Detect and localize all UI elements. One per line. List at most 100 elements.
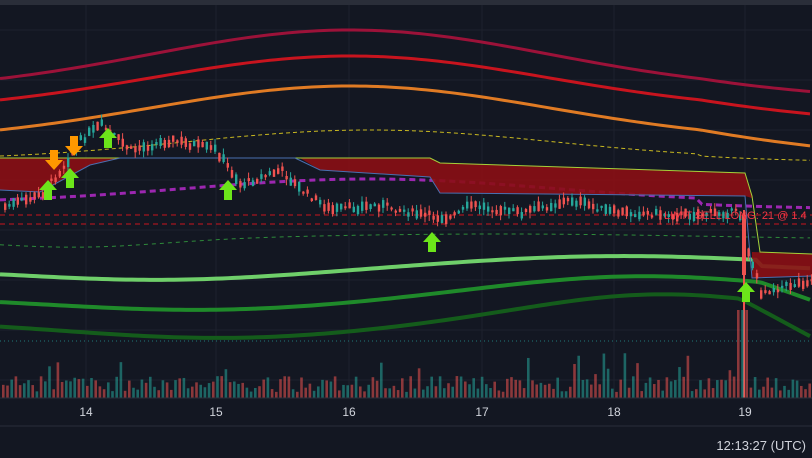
cloud-edge-top — [0, 157, 812, 255]
buy-arrow-icon — [39, 180, 57, 200]
volume-bar — [262, 379, 265, 398]
candle-body — [8, 204, 11, 207]
volume-bar — [556, 377, 559, 398]
volume-bar — [430, 376, 433, 398]
candle-body — [41, 192, 45, 198]
candle-body — [251, 180, 255, 186]
candle-body — [453, 212, 456, 216]
volume-bar — [258, 386, 261, 398]
volume-bar — [800, 385, 803, 398]
candle-body — [197, 139, 200, 148]
candle-body — [482, 202, 486, 210]
candle-body — [163, 140, 166, 148]
volume-bar — [199, 384, 202, 398]
volume-bar — [732, 376, 736, 398]
volume-bar — [73, 377, 76, 398]
buy-arrow-icon — [61, 168, 79, 188]
time-axis-tick-18: 18 — [607, 405, 621, 419]
candle-body — [545, 207, 549, 211]
volume-bar — [65, 380, 68, 398]
candle-body — [340, 203, 343, 210]
volume-bar — [35, 391, 39, 398]
volume-bar — [510, 377, 513, 398]
volume-bar — [598, 384, 601, 398]
candle-body — [415, 210, 418, 219]
candle-body — [264, 174, 267, 178]
volume-bar — [228, 382, 232, 398]
volume-bar — [153, 386, 156, 398]
volume-bar — [506, 378, 509, 398]
volume-bar — [136, 389, 139, 398]
lower-band-darkgreen — [0, 292, 811, 340]
candle-body — [104, 127, 108, 131]
candle-body — [470, 201, 473, 209]
volume-bar — [539, 382, 543, 398]
spike-candle-body — [742, 215, 746, 275]
candle-body — [356, 205, 360, 215]
candle-body — [310, 198, 313, 202]
candle-body — [487, 206, 490, 212]
volume-bar — [795, 380, 799, 398]
upper-band-crimson — [0, 28, 811, 93]
volume-bar — [275, 391, 278, 398]
volume-bar — [594, 374, 597, 398]
volume-bar — [241, 382, 244, 398]
purple-dashed-line — [0, 177, 811, 210]
volume-bar — [522, 388, 526, 398]
volume-bar — [195, 382, 198, 398]
upper-band-red — [0, 54, 811, 116]
candle-body — [781, 285, 784, 288]
volume-bar — [333, 376, 337, 398]
volume-bar — [308, 383, 312, 398]
candle-body — [755, 273, 759, 279]
order-line-label[interactable]: LIMIT SELL LONG: 21 @ 1.4 — [664, 210, 807, 222]
candle-body — [222, 154, 225, 163]
volume-bar — [590, 384, 593, 398]
volume-bar — [707, 378, 711, 398]
candle-body — [16, 197, 19, 205]
candle-body — [314, 195, 318, 201]
candle-body — [20, 198, 24, 201]
candle-body — [596, 209, 599, 212]
candle-body — [575, 200, 578, 207]
volume-bar — [396, 390, 400, 398]
volume-bar — [678, 367, 681, 398]
volume-bar — [354, 376, 358, 398]
volume-bar — [245, 387, 249, 398]
volume-bar — [695, 389, 698, 398]
candle-body — [587, 201, 591, 209]
buy-arrow-icon — [423, 232, 441, 252]
candle-body — [684, 208, 687, 217]
candle-body — [419, 209, 423, 217]
candle-body — [25, 194, 28, 205]
candle-body — [361, 201, 364, 211]
volume-bar — [123, 390, 127, 398]
volume-bar — [203, 387, 207, 398]
candle-body — [680, 211, 683, 216]
candle-body — [260, 174, 263, 179]
volume-bar — [392, 385, 396, 398]
candle-body — [751, 261, 754, 269]
volume-bar — [665, 377, 669, 398]
candle-body — [226, 163, 229, 168]
volume-bar — [648, 377, 652, 398]
candle-body — [793, 284, 796, 287]
candle-body — [382, 200, 385, 208]
sell-arrow-icon — [65, 136, 83, 156]
volume-bar — [48, 366, 51, 398]
volume-bar — [602, 353, 606, 398]
candle-body — [772, 288, 775, 293]
candle-body — [461, 206, 465, 210]
candle-body — [243, 182, 246, 189]
candle-body — [67, 157, 70, 168]
candle-body — [541, 205, 544, 209]
utc-clock[interactable]: 12:13:27 (UTC) — [716, 438, 806, 453]
candle-body — [37, 192, 40, 198]
volume-bar — [548, 383, 551, 398]
candle-body — [348, 202, 351, 209]
candle-body — [54, 177, 57, 183]
volume-bar — [770, 387, 774, 398]
volume-bar — [86, 385, 89, 398]
volume-bar — [178, 378, 181, 398]
